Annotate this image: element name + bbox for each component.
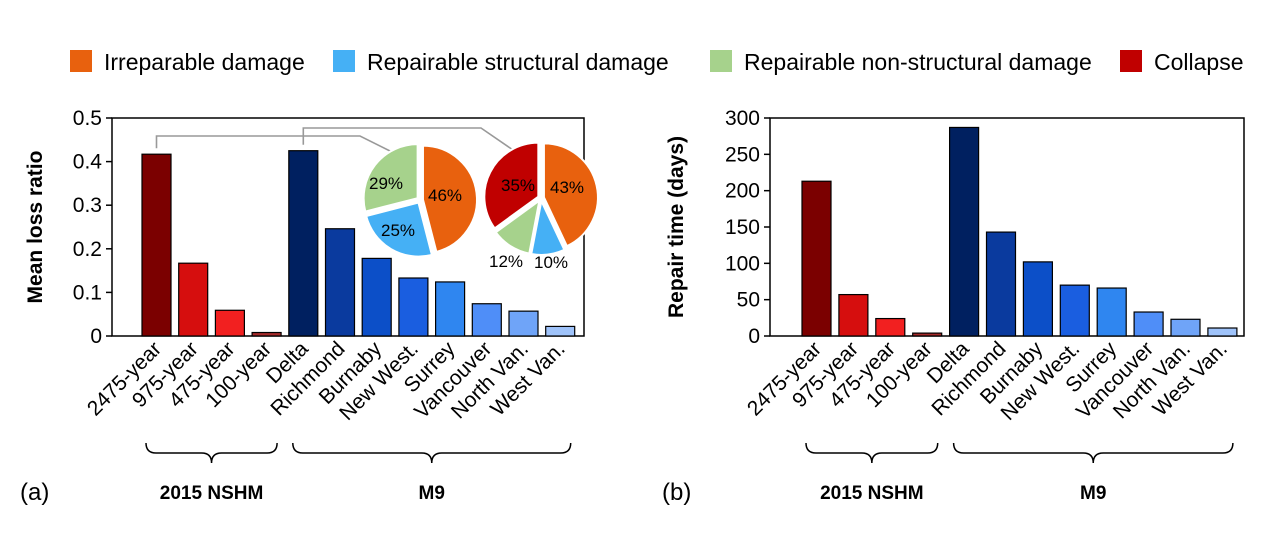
legend-label: Irreparable damage (104, 49, 305, 75)
bar-100-year (251, 331, 282, 337)
bar-475-year (875, 317, 906, 337)
y-axis-label: Repair time (days) (665, 136, 688, 318)
bar-new-west (1059, 284, 1090, 337)
y-tick-label: 250 (725, 143, 760, 166)
pie-slice-label: 43% (550, 178, 584, 197)
pie-leader-line (155, 135, 393, 153)
pie-inset-2475-year: 46% 25% 29% (155, 135, 478, 258)
y-tick-label: 0.3 (73, 194, 102, 217)
group-brace-m9 (292, 442, 572, 464)
bar-100-year (912, 332, 943, 337)
bar-new-west (398, 277, 429, 337)
y-tick-label: 200 (725, 180, 760, 203)
y-tick-label: 0.4 (73, 151, 103, 174)
bar-surrey (435, 281, 466, 337)
group-label-m9: M9 (419, 483, 445, 504)
group-label-m9: M9 (1080, 483, 1106, 504)
bar-975-year (838, 293, 869, 337)
y-tick-label: 300 (725, 107, 760, 130)
y-tick-label: 0 (90, 325, 102, 348)
group-label-2015-nshm: 2015 NSHM (820, 483, 924, 504)
legend-swatch (70, 50, 92, 72)
pie-slice-label: 35% (501, 176, 535, 195)
bar-richmond (324, 228, 356, 337)
bar-west-van (545, 325, 576, 337)
bar-vancouver (1133, 311, 1164, 337)
y-tick-label: 100 (725, 252, 760, 275)
pie-slice-collapse (483, 141, 540, 230)
y-tick-label: 0.5 (73, 107, 102, 130)
legend-swatch (1120, 50, 1142, 72)
legend-item-irreparable-damage: Irreparable damage (70, 49, 305, 75)
pie-slice-irreparable-damage (421, 144, 478, 254)
panel-label: (b) (662, 479, 691, 506)
pie-slice-label: 29% (369, 174, 403, 193)
bar-2475-year (801, 180, 832, 337)
bar-west-van (1207, 327, 1238, 337)
legend-swatch (710, 50, 732, 72)
pie-slice-repairable-non-structural-damage (362, 143, 419, 213)
pie-slice-label: 10% (534, 253, 568, 272)
y-tick-label: 0.2 (73, 238, 102, 261)
legend-label: Repairable non-structural damage (744, 49, 1092, 75)
y-tick-label: 150 (725, 216, 760, 239)
y-tick-label: 0.1 (73, 281, 102, 304)
pie-slice-label: 46% (428, 186, 462, 205)
pie-slice-label: 12% (489, 252, 523, 271)
bar-delta (948, 126, 980, 337)
pie-slice-repairable-non-structural-damage (494, 198, 541, 255)
bar-475-year (214, 309, 245, 337)
legend-item-repairable-non-structural-damage: Repairable non-structural damage (710, 49, 1092, 75)
y-tick-label: 0 (748, 325, 760, 348)
pie-slice-label: 25% (381, 221, 415, 240)
bar-delta (288, 150, 319, 337)
bar-burnaby (361, 257, 392, 337)
bar-975-year (178, 262, 209, 337)
group-brace-2015-nshm (805, 442, 939, 464)
bar-surrey (1096, 287, 1127, 337)
legend-item-collapse: Collapse (1120, 49, 1244, 75)
group-brace-m9 (952, 442, 1234, 464)
y-tick-label: 50 (737, 289, 760, 312)
group-brace-2015-nshm (145, 442, 278, 464)
bar-north-van (1170, 318, 1201, 337)
pie-slice-repairable-structural-damage (364, 201, 434, 258)
pie-slice-irreparable-damage (542, 142, 599, 248)
y-axis-label: Mean loss ratio (24, 151, 47, 304)
group-label-2015-nshm: 2015 NSHM (160, 483, 264, 504)
bar-north-van (508, 310, 539, 337)
legend-label: Collapse (1154, 49, 1244, 75)
legend-item-repairable-structural-damage: Repairable structural damage (333, 49, 669, 75)
bar-2475-year (141, 153, 172, 337)
legend-swatch (333, 50, 355, 72)
bar-vancouver (471, 303, 502, 337)
pie-inset-delta: 43% 10% 12% 35% (302, 127, 599, 272)
bar-richmond (985, 231, 1017, 337)
panel-label: (a) (20, 479, 49, 506)
bar-burnaby (1022, 261, 1054, 337)
pie-leader-line (302, 127, 514, 151)
legend-label: Repairable structural damage (367, 49, 669, 75)
pie-slice-repairable-structural-damage (530, 197, 566, 256)
